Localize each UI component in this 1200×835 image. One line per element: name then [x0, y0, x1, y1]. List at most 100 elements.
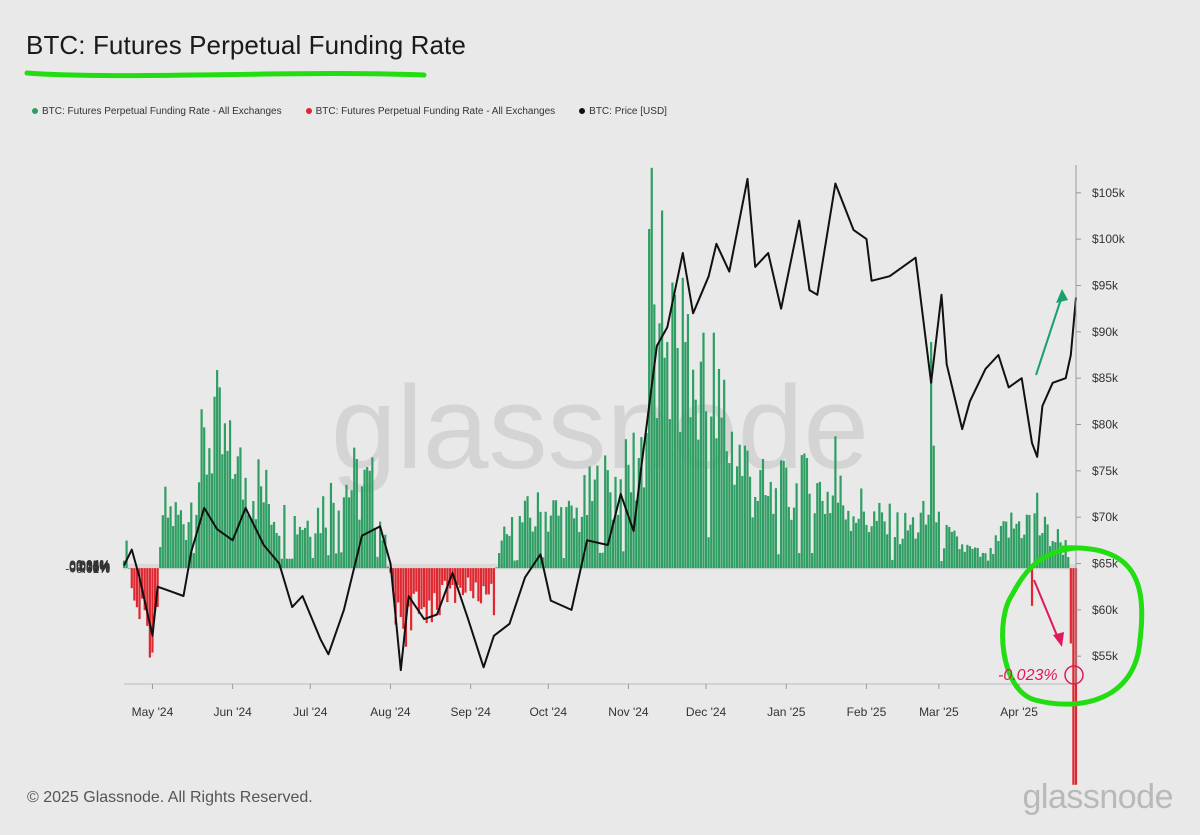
- y-left-tick-label: -0.005%: [65, 562, 110, 576]
- funding-bar: [510, 517, 514, 569]
- funding-bar: [632, 432, 635, 569]
- funding-bar: [285, 558, 289, 569]
- y-right-tick-label: $90k: [1092, 325, 1119, 339]
- funding-bar: [624, 439, 627, 569]
- funding-bar: [573, 518, 576, 569]
- funding-bar: [733, 484, 736, 569]
- funding-bar: [839, 475, 842, 569]
- funding-bar: [842, 505, 845, 569]
- funding-bar: [782, 460, 785, 569]
- funding-bar: [1072, 568, 1075, 785]
- funding-bar: [314, 533, 317, 569]
- funding-bar: [306, 520, 309, 569]
- funding-bar: [433, 568, 436, 594]
- funding-bar: [829, 513, 832, 569]
- funding-bar: [355, 459, 358, 569]
- funding-bar: [1033, 513, 1036, 569]
- funding-bar: [981, 552, 984, 569]
- funding-bar: [992, 553, 995, 569]
- funding-bar: [159, 546, 162, 569]
- funding-bar: [893, 537, 897, 569]
- legend-item-funding-positive[interactable]: BTC: Futures Perpetual Funding Rate - Al…: [32, 106, 282, 117]
- funding-bar: [808, 493, 811, 569]
- funding-bar: [1043, 516, 1047, 569]
- funding-bar: [898, 544, 902, 569]
- funding-bar: [350, 490, 353, 569]
- funding-bar: [1028, 514, 1031, 569]
- funding-bar: [1059, 542, 1062, 569]
- funding-bar: [963, 551, 966, 569]
- funding-bar: [927, 514, 930, 569]
- funding-bar: [280, 558, 283, 569]
- funding-bar: [857, 518, 860, 569]
- y-right-tick-label: $85k: [1092, 371, 1119, 385]
- funding-bar: [699, 361, 702, 569]
- y-right-tick-label: $80k: [1092, 418, 1119, 432]
- funding-bar: [1010, 512, 1013, 569]
- funding-bar: [823, 513, 827, 569]
- funding-bar: [177, 514, 180, 569]
- funding-bar: [482, 568, 485, 587]
- y-right-tick-label: $55k: [1092, 649, 1119, 663]
- funding-bar: [291, 558, 294, 569]
- funding-bar: [184, 539, 188, 569]
- funding-bar: [779, 460, 783, 569]
- funding-bar: [311, 557, 314, 569]
- funding-bar: [844, 519, 847, 569]
- funding-bar: [472, 568, 475, 599]
- funding-bar: [1041, 533, 1044, 569]
- funding-bar: [601, 552, 604, 569]
- up-arrow-head: [1056, 289, 1068, 303]
- funding-bar: [345, 484, 348, 569]
- funding-bar: [148, 568, 151, 658]
- funding-bar: [505, 534, 508, 569]
- legend-item-funding-negative[interactable]: BTC: Futures Perpetual Funding Rate - Al…: [305, 106, 555, 117]
- funding-bar: [554, 500, 558, 569]
- y-left-tick-label: 0.01%: [76, 560, 110, 574]
- funding-bar: [397, 568, 400, 603]
- funding-bar: [301, 529, 304, 569]
- funding-bar: [1002, 521, 1005, 569]
- funding-bar: [811, 553, 814, 569]
- x-tick-label: Jun '24: [213, 705, 252, 719]
- funding-bar: [800, 455, 803, 569]
- x-tick-label: Dec '24: [686, 705, 727, 719]
- funding-bar: [888, 503, 891, 569]
- y-left-tick-label: 0.02%: [76, 559, 110, 573]
- funding-bar: [637, 458, 640, 569]
- funding-bar: [490, 568, 493, 584]
- funding-bar: [218, 387, 221, 569]
- funding-bar: [604, 455, 607, 569]
- legend-item-price[interactable]: BTC: Price [USD]: [579, 106, 667, 117]
- funding-bar: [386, 566, 389, 569]
- funding-bar: [534, 526, 537, 569]
- legend-dot-red: [305, 108, 312, 114]
- funding-bar: [549, 515, 552, 569]
- funding-bar: [792, 507, 796, 569]
- funding-bar: [536, 492, 540, 569]
- funding-bar: [748, 476, 752, 569]
- funding-bar: [986, 560, 990, 569]
- y-left-tick-label: 0.035%: [69, 558, 110, 572]
- funding-bar: [619, 479, 622, 569]
- copyright: © 2025 Glassnode. All Rights Reserved.: [27, 789, 313, 806]
- highlight-circle: [1000, 545, 1145, 707]
- funding-bar: [1069, 568, 1072, 644]
- funding-bar: [593, 479, 596, 569]
- funding-bar: [492, 568, 496, 616]
- funding-bar: [303, 527, 307, 569]
- funding-bar: [756, 500, 759, 569]
- legend-dot-green: [32, 108, 38, 114]
- funding-bar: [702, 332, 705, 569]
- funding-bar: [1030, 568, 1034, 606]
- funding-bar: [213, 396, 216, 569]
- funding-bar: [1023, 534, 1026, 569]
- funding-bar: [629, 492, 633, 569]
- funding-bar: [914, 538, 917, 569]
- funding-bar: [422, 568, 426, 608]
- funding-bar: [932, 445, 935, 569]
- funding-bar: [327, 555, 330, 569]
- funding-bar: [319, 533, 322, 569]
- funding-bar: [513, 560, 516, 569]
